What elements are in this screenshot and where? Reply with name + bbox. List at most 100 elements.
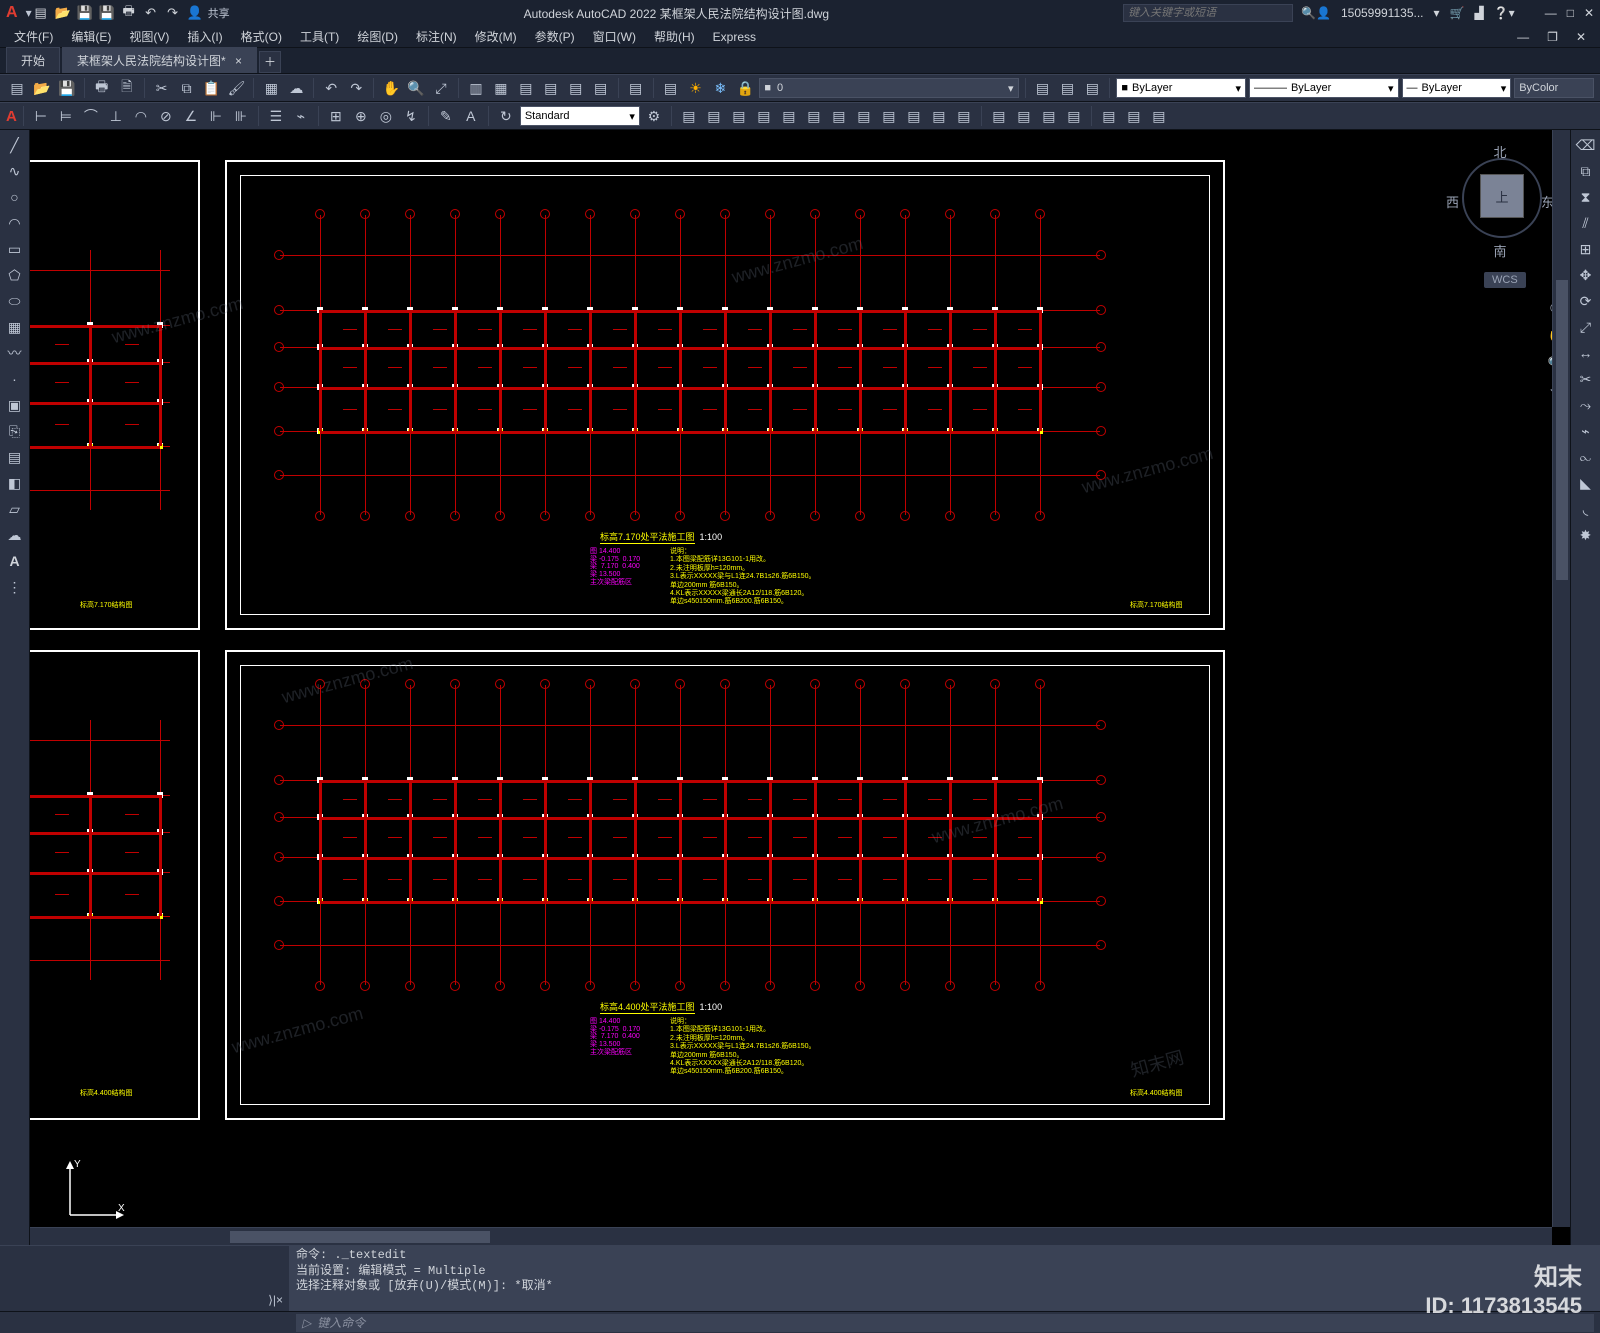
dimstyle-mgr-icon[interactable]: ⚙ — [643, 105, 665, 127]
layer-prev-icon[interactable]: ▤ — [1056, 77, 1078, 99]
new-doc-icon[interactable]: ▤ — [6, 77, 28, 99]
help-icon[interactable]: ❔▾ — [1494, 6, 1515, 20]
menu-format[interactable]: 格式(O) — [233, 26, 290, 47]
minimize-button[interactable]: — — [1545, 6, 1557, 20]
join-icon[interactable]: ⧜ — [1575, 446, 1597, 468]
dim-tedit-icon[interactable]: A — [460, 105, 482, 127]
array-icon[interactable]: ⊞ — [1575, 238, 1597, 260]
plot-icon[interactable]: 🖶 — [120, 4, 138, 22]
open-doc-icon[interactable]: 📂 — [31, 77, 53, 99]
arc-icon[interactable]: ◠ — [4, 212, 26, 234]
layer-dropdown[interactable]: ■ 0▾ — [759, 78, 1018, 98]
t16[interactable]: ▤ — [1063, 105, 1085, 127]
cart-icon[interactable]: 🛒 — [1450, 6, 1465, 20]
rect-icon[interactable]: ▭ — [4, 238, 26, 260]
explode-icon[interactable]: ✸ — [1575, 524, 1597, 546]
tool-more-icon[interactable]: ⋮ — [4, 576, 26, 598]
calc-icon[interactable]: ▤ — [590, 77, 612, 99]
layer-iso-icon[interactable]: ▤ — [1081, 77, 1103, 99]
t8[interactable]: ▤ — [853, 105, 875, 127]
view-cube[interactable]: 北 南 西 东 上 WCS — [1440, 138, 1560, 288]
saveas-icon[interactable]: 💾 — [98, 4, 116, 22]
sheet-icon[interactable]: ▤ — [540, 77, 562, 99]
save-doc-icon[interactable]: 💾 — [56, 77, 78, 99]
rev-icon[interactable]: ☁ — [4, 524, 26, 546]
t4[interactable]: ▤ — [753, 105, 775, 127]
plotstyle-dropdown[interactable]: ByColor — [1514, 78, 1594, 98]
share-label[interactable]: 共享 — [208, 5, 230, 21]
zoom-icon[interactable]: 🔍 — [405, 77, 427, 99]
zoom-window-icon[interactable]: ⤢ — [430, 77, 452, 99]
center-icon[interactable]: ⊕ — [350, 105, 372, 127]
hatch-icon[interactable]: ▦ — [4, 316, 26, 338]
close-button[interactable]: ✕ — [1584, 6, 1594, 20]
stretch-icon[interactable]: ↔ — [1575, 342, 1597, 364]
command-handle[interactable]: ⟩|× — [0, 1246, 290, 1311]
table-icon[interactable]: ▤ — [4, 446, 26, 468]
viewcube-w[interactable]: 西 — [1446, 192, 1459, 211]
pan-icon[interactable]: ✋ — [380, 77, 402, 99]
menu-tools[interactable]: 工具(T) — [292, 26, 347, 47]
t17[interactable]: ▤ — [1098, 105, 1120, 127]
region-icon[interactable]: ◧ — [4, 472, 26, 494]
menu-modify[interactable]: 修改(M) — [467, 26, 525, 47]
menu-edit[interactable]: 编辑(E) — [63, 26, 119, 47]
mirror-icon[interactable]: ⧗ — [1575, 186, 1597, 208]
linetype-dropdown[interactable]: ——— ByLayer▾ — [1249, 78, 1399, 98]
app-logo[interactable]: A — [6, 4, 18, 22]
break-icon[interactable]: ⌁ — [1575, 420, 1597, 442]
cmd-close-icon[interactable]: ⟩|× — [268, 1293, 283, 1307]
redo2-icon[interactable]: ↷ — [345, 77, 367, 99]
menu-file[interactable]: 文件(F) — [6, 26, 61, 47]
t5[interactable]: ▤ — [778, 105, 800, 127]
fillet-icon[interactable]: ◟ — [1575, 498, 1597, 520]
command-input[interactable]: ▷ 键入命令 — [296, 1314, 1594, 1332]
t11[interactable]: ▤ — [928, 105, 950, 127]
dim-arc-icon[interactable]: ⌒ — [80, 105, 102, 127]
drawing-canvas[interactable]: 北 南 西 东 上 WCS ◎ ✋ 🔍 ⟲ 标高7.170处平法施工图 1:10… — [30, 130, 1570, 1245]
dim-cont-icon[interactable]: ⊪ — [230, 105, 252, 127]
t9[interactable]: ▤ — [878, 105, 900, 127]
doc-close-button[interactable]: ✕ — [1568, 28, 1594, 46]
layers-icon[interactable]: ▤ — [625, 77, 647, 99]
dim-dia-icon[interactable]: ⊘ — [155, 105, 177, 127]
t10[interactable]: ▤ — [903, 105, 925, 127]
point-icon[interactable]: · — [4, 368, 26, 390]
menu-insert[interactable]: 插入(I) — [179, 26, 230, 47]
insert-icon[interactable]: ⎘ — [4, 420, 26, 442]
circle-icon[interactable]: ○ — [4, 186, 26, 208]
canvas-scroll-h[interactable] — [30, 1227, 1552, 1245]
dimstyle-dropdown[interactable]: Standard▾ — [520, 106, 640, 126]
search-icon[interactable]: 🔍 — [1301, 6, 1316, 20]
t13[interactable]: ▤ — [988, 105, 1010, 127]
dim-update-icon[interactable]: ↻ — [495, 105, 517, 127]
save-icon[interactable]: 💾 — [76, 4, 94, 22]
match-icon[interactable]: 🖌 — [226, 77, 248, 99]
t7[interactable]: ▤ — [828, 105, 850, 127]
menu-param[interactable]: 参数(P) — [527, 26, 583, 47]
cloud-icon[interactable]: ☁ — [285, 77, 307, 99]
lineweight-dropdown[interactable]: — ByLayer▾ — [1402, 78, 1512, 98]
make-current-icon[interactable]: ▤ — [1032, 77, 1054, 99]
open-icon[interactable]: 📂 — [54, 4, 72, 22]
menu-view[interactable]: 视图(V) — [121, 26, 177, 47]
chamfer-icon[interactable]: ◣ — [1575, 472, 1597, 494]
canvas-scroll-v[interactable] — [1552, 130, 1570, 1227]
mtext-icon[interactable]: A — [4, 550, 26, 572]
share-icon[interactable]: 👤 — [186, 4, 204, 22]
offset-icon[interactable]: ⫽ — [1575, 212, 1597, 234]
undo-icon[interactable]: ↶ — [142, 4, 160, 22]
t14[interactable]: ▤ — [1013, 105, 1035, 127]
t1[interactable]: ▤ — [678, 105, 700, 127]
preview-icon[interactable]: 🗎 — [116, 77, 138, 99]
t2[interactable]: ▤ — [703, 105, 725, 127]
doc-minimize-button[interactable]: — — [1509, 28, 1537, 46]
menu-window[interactable]: 窗口(W) — [585, 26, 644, 47]
app-switch-icon[interactable]: ▟ — [1474, 6, 1483, 20]
maximize-button[interactable]: □ — [1567, 6, 1574, 20]
pline-icon[interactable]: ∿ — [4, 160, 26, 182]
tab-start[interactable]: 开始 — [6, 47, 60, 73]
cut-icon[interactable]: ✂ — [151, 77, 173, 99]
sun-icon[interactable]: ☀ — [685, 77, 707, 99]
color-dropdown[interactable]: ■ ByLayer▾ — [1116, 78, 1246, 98]
